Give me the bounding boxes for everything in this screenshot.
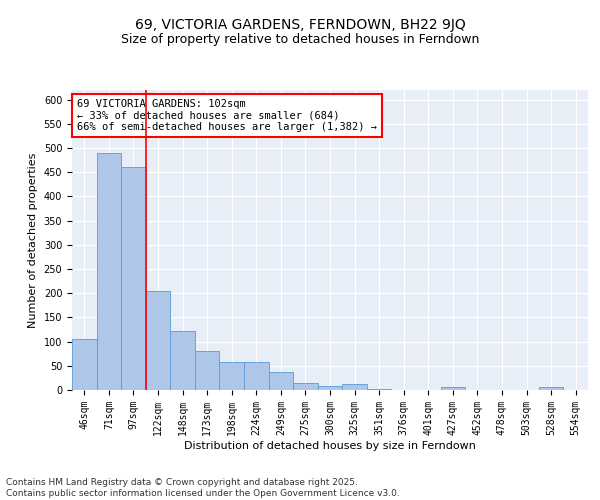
- Bar: [342, 384, 367, 390]
- Bar: [539, 387, 563, 390]
- Text: 69, VICTORIA GARDENS, FERNDOWN, BH22 9JQ: 69, VICTORIA GARDENS, FERNDOWN, BH22 9JQ: [134, 18, 466, 32]
- Text: Contains HM Land Registry data © Crown copyright and database right 2025.
Contai: Contains HM Land Registry data © Crown c…: [6, 478, 400, 498]
- Bar: [72, 338, 97, 390]
- Bar: [440, 387, 465, 390]
- Bar: [97, 153, 121, 390]
- Text: 69 VICTORIA GARDENS: 102sqm
← 33% of detached houses are smaller (684)
66% of se: 69 VICTORIA GARDENS: 102sqm ← 33% of det…: [77, 99, 377, 132]
- Bar: [170, 331, 195, 390]
- Bar: [269, 372, 293, 390]
- Bar: [195, 352, 220, 390]
- Bar: [146, 291, 170, 390]
- Bar: [121, 168, 146, 390]
- Bar: [244, 362, 269, 390]
- Bar: [318, 386, 342, 390]
- X-axis label: Distribution of detached houses by size in Ferndown: Distribution of detached houses by size …: [184, 440, 476, 450]
- Bar: [367, 388, 391, 390]
- Bar: [293, 382, 318, 390]
- Text: Size of property relative to detached houses in Ferndown: Size of property relative to detached ho…: [121, 32, 479, 46]
- Bar: [220, 362, 244, 390]
- Y-axis label: Number of detached properties: Number of detached properties: [28, 152, 38, 328]
